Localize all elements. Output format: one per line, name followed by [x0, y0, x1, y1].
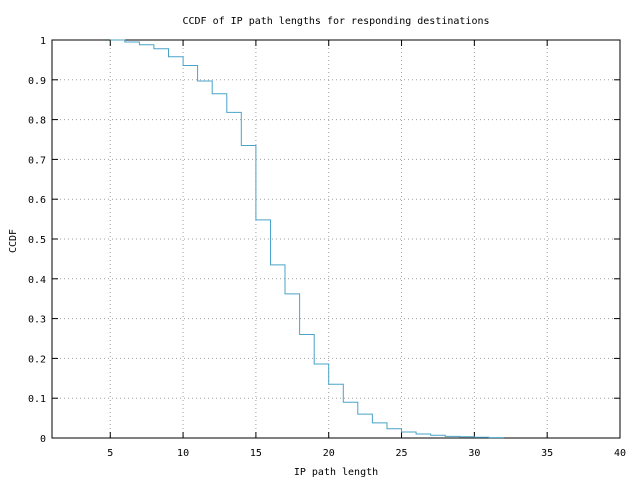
y-tick-label: 0.9: [28, 76, 46, 87]
y-tick-label: 0.6: [28, 195, 46, 206]
x-tick-label: 30: [468, 448, 480, 459]
y-tick-label: 0.1: [28, 394, 46, 405]
chart-title: CCDF of IP path lengths for responding d…: [182, 16, 489, 27]
y-tick-label: 0.5: [28, 235, 46, 246]
y-tick-labels: 0 0.1 0.2 0.3 0.4 0.5 0.6 0.7 0.8 0.9 1: [28, 36, 46, 445]
y-tick-label: 0.8: [28, 116, 46, 127]
x-axis-label: IP path length: [294, 467, 378, 478]
grid-lines: [52, 39, 621, 439]
y-tick-label: 0.4: [28, 275, 46, 286]
axis-ticks: [52, 39, 621, 439]
x-tick-label: 40: [614, 448, 626, 459]
x-tick-label: 5: [107, 448, 113, 459]
x-tick-label: 15: [250, 448, 262, 459]
y-tick-label: 0: [40, 434, 46, 445]
y-axis-label: CCDF: [8, 229, 19, 253]
x-tick-label: 20: [323, 448, 335, 459]
y-tick-label: 1: [40, 36, 46, 47]
y-tick-label: 0.7: [28, 155, 46, 166]
x-tick-label: 35: [541, 448, 553, 459]
y-tick-label: 0.2: [28, 354, 46, 365]
series-ccdf-line: [110, 39, 504, 439]
x-tick-labels: 5 10 15 20 25 30 35 40: [107, 448, 626, 459]
x-tick-label: 25: [396, 448, 408, 459]
x-tick-label: 10: [177, 448, 189, 459]
y-tick-label: 0.3: [28, 315, 46, 326]
